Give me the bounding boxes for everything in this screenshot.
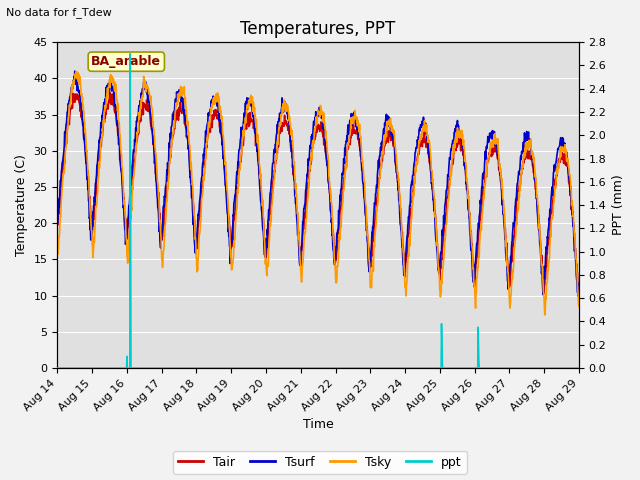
Text: BA_arable: BA_arable [92,55,161,68]
X-axis label: Time: Time [303,419,333,432]
Legend: Tair, Tsurf, Tsky, ppt: Tair, Tsurf, Tsky, ppt [173,451,467,474]
Text: No data for f_Tdew: No data for f_Tdew [6,7,112,18]
Y-axis label: PPT (mm): PPT (mm) [612,175,625,236]
Title: Temperatures, PPT: Temperatures, PPT [241,20,396,38]
Y-axis label: Temperature (C): Temperature (C) [15,154,28,256]
